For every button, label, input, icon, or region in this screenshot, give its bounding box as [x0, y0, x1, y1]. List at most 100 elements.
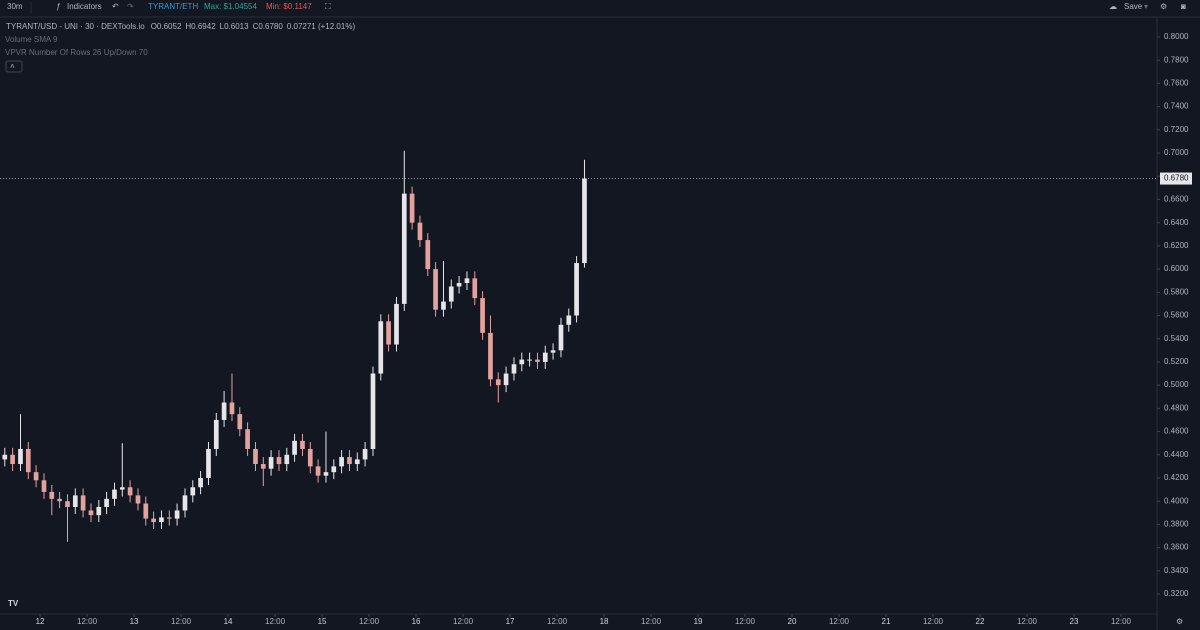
- x-tick-label: 16: [412, 617, 421, 626]
- candle-body: [237, 414, 243, 430]
- y-tick-label: 0.4400: [1164, 450, 1189, 459]
- fx-icon: ƒ: [56, 2, 61, 11]
- candle-body: [166, 517, 172, 519]
- redo-button[interactable]: ↷: [127, 2, 134, 11]
- candle-body: [315, 466, 321, 476]
- candle-body: [394, 303, 399, 345]
- save-button[interactable]: Save: [1124, 2, 1143, 11]
- study-label: VPVR Number Of Rows 26 Up/Down 70: [5, 48, 148, 57]
- candle-body: [511, 364, 517, 374]
- y-tick-label: 0.6400: [1164, 218, 1189, 227]
- x-tick-label: 12:00: [641, 617, 662, 626]
- candle-body: [433, 269, 438, 310]
- ohlc-value: H0.6942: [185, 22, 216, 31]
- y-tick-label: 0.8000: [1164, 32, 1189, 41]
- pair-link[interactable]: TYRANT/ETH: [148, 2, 198, 11]
- candle-body: [143, 503, 149, 519]
- y-tick-label: 0.7600: [1164, 78, 1189, 87]
- y-tick-label: 0.7800: [1164, 55, 1189, 64]
- candle-body: [300, 440, 305, 449]
- y-tick-label: 0.5600: [1164, 311, 1189, 320]
- candle-body: [80, 495, 86, 511]
- candle-body: [41, 480, 47, 492]
- candle-body: [260, 464, 266, 469]
- candle-body: [292, 440, 297, 455]
- x-tick-label: 14: [224, 617, 233, 626]
- collapse-button[interactable]: [5, 60, 23, 73]
- candle-body: [268, 457, 274, 469]
- candle-body: [370, 373, 376, 449]
- candle-body: [566, 315, 572, 325]
- x-tick-label: 21: [882, 617, 891, 626]
- candle-body: [339, 457, 344, 467]
- x-tick-label: 12:00: [547, 617, 568, 626]
- candle-body: [190, 487, 196, 496]
- interval-button[interactable]: 30m: [7, 2, 23, 11]
- candle-body: [33, 472, 39, 481]
- undo-button[interactable]: ↶: [112, 2, 119, 11]
- settings-button[interactable]: ⚙: [1160, 2, 1167, 11]
- time-settings[interactable]: ⚙: [1176, 617, 1183, 626]
- candle-body: [331, 466, 337, 473]
- screenshot-button[interactable]: ◙: [1181, 2, 1186, 11]
- y-tick-label: 0.4600: [1164, 427, 1189, 436]
- x-tick-label: 18: [600, 617, 609, 626]
- ohlc-value: C0.6780: [253, 22, 284, 31]
- collapse-icon: ˄: [10, 62, 15, 71]
- candle-body: [307, 448, 313, 467]
- candle-body: [323, 472, 329, 476]
- candle-body: [386, 321, 391, 345]
- y-tick-label: 0.5800: [1164, 287, 1189, 296]
- y-tick-label: 0.7200: [1164, 125, 1189, 134]
- indicators-button[interactable]: Indicators: [67, 2, 102, 11]
- candle-body: [550, 350, 556, 353]
- y-tick-label: 0.5200: [1164, 357, 1189, 366]
- candle-body: [206, 448, 211, 478]
- y-tick-label: 0.6200: [1164, 241, 1189, 250]
- candle-body: [119, 487, 125, 490]
- candle-body: [480, 298, 485, 333]
- candle-body: [112, 489, 117, 499]
- x-tick-label: 12:00: [265, 617, 286, 626]
- x-tick-label: 12: [36, 617, 45, 626]
- candle-body: [472, 278, 478, 299]
- x-tick-label: 12:00: [735, 617, 756, 626]
- price-label: 0.6780: [1164, 174, 1189, 183]
- y-tick-label: 0.4200: [1164, 473, 1189, 482]
- y-tick-label: 0.3400: [1164, 566, 1189, 575]
- save-menu[interactable]: ▾: [1144, 2, 1148, 11]
- candle-body: [72, 495, 78, 507]
- cloud-icon: ☁: [1109, 2, 1117, 11]
- x-tick-label: 12:00: [77, 617, 98, 626]
- candle-body: [127, 487, 133, 496]
- x-tick-label: 12:00: [1111, 617, 1132, 626]
- y-tick-label: 0.3800: [1164, 520, 1189, 529]
- candle-body: [417, 222, 423, 241]
- candle-body: [527, 359, 532, 361]
- y-tick-label: 0.5000: [1164, 380, 1189, 389]
- candle-body: [65, 501, 70, 507]
- candle-body: [409, 193, 415, 223]
- fullscreen-button[interactable]: ⛶: [324, 2, 331, 11]
- candle-body: [57, 498, 62, 502]
- candle-body: [276, 457, 282, 465]
- candle-body: [448, 286, 454, 302]
- x-tick-label: 19: [694, 617, 703, 626]
- x-tick-label: 12:00: [359, 617, 380, 626]
- candle-body: [253, 448, 258, 465]
- y-tick-label: 0.7400: [1164, 102, 1189, 111]
- x-tick-label: 23: [1070, 617, 1079, 626]
- candle-body: [441, 301, 446, 310]
- x-tick-label: 12:00: [923, 617, 944, 626]
- x-tick-label: 20: [788, 617, 797, 626]
- candle-body: [25, 448, 31, 473]
- candle-body: [174, 510, 180, 519]
- x-tick-label: 12:00: [829, 617, 850, 626]
- candle-body: [151, 518, 156, 523]
- candle-body: [96, 506, 102, 516]
- candle-body: [542, 352, 548, 362]
- y-tick-label: 0.6600: [1164, 195, 1189, 204]
- candle-body: [49, 491, 55, 499]
- candle-body: [503, 373, 509, 386]
- y-tick-label: 0.4800: [1164, 403, 1189, 412]
